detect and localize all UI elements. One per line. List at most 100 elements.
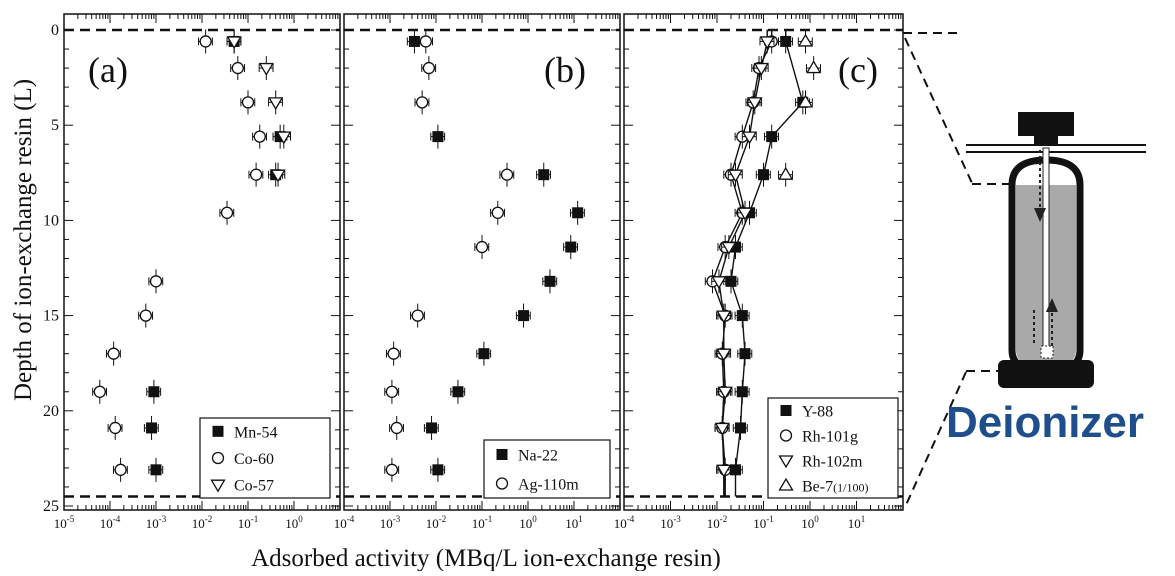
flow-up-arrowhead xyxy=(1046,298,1058,312)
data-point xyxy=(432,464,444,476)
data-point xyxy=(231,61,244,75)
legend-marker xyxy=(778,477,794,491)
y-axis-title: Depth of ion-exchange resin (L) xyxy=(10,79,37,401)
data-point xyxy=(491,206,504,219)
panel-c: 10-4 10-3 10-2 10-1 100 101 (c) Y-88 Rh-101g Rh-1… xyxy=(614,13,904,531)
data-point xyxy=(475,240,489,254)
data-point xyxy=(387,347,400,360)
data-point xyxy=(766,131,778,143)
legend-marker xyxy=(211,451,225,465)
x-tick-label: 10-2 xyxy=(192,514,213,531)
data-point xyxy=(739,348,751,360)
data-point xyxy=(146,422,158,434)
data-point xyxy=(737,207,753,221)
data-point xyxy=(416,96,429,109)
data-point xyxy=(500,168,514,181)
data-point xyxy=(385,463,399,476)
data-point xyxy=(114,463,127,476)
legend-marker xyxy=(495,477,509,490)
data-point xyxy=(759,36,775,50)
legend: Na-22 Ag-110m xyxy=(483,439,611,499)
data-point xyxy=(727,169,744,183)
data-point xyxy=(426,422,438,434)
data-point xyxy=(544,275,556,287)
y-tick-label: 10 xyxy=(43,212,59,229)
data-point xyxy=(572,207,584,219)
legend-marker xyxy=(779,429,793,442)
center-tube xyxy=(1042,147,1050,357)
data-point xyxy=(747,97,763,111)
data-point xyxy=(780,35,792,47)
legend-marker xyxy=(778,455,794,469)
legend-label: Na-22 xyxy=(518,448,558,465)
x-tick-label: 10-2 xyxy=(426,514,447,531)
data-point xyxy=(419,35,432,48)
x-tick-label: 10-3 xyxy=(380,514,401,531)
data-point xyxy=(518,310,530,322)
data-point xyxy=(734,422,746,434)
data-point xyxy=(249,168,263,181)
data-point xyxy=(270,169,286,183)
x-tick-label: 10-2 xyxy=(707,514,728,531)
panel-label: (b) xyxy=(544,50,586,90)
data-point xyxy=(716,348,732,362)
y-tick-label: 20 xyxy=(43,403,59,420)
x-tick-label: 10-1 xyxy=(472,514,493,531)
panel-b: 10-4 10-3 10-2 10-1 100 101 (b) Na-22 Ag-110m xyxy=(334,13,621,531)
data-point xyxy=(139,309,152,322)
x-tick-label: 101 xyxy=(565,514,583,531)
data-point xyxy=(385,385,399,398)
x-tick-label: 100 xyxy=(801,514,819,531)
x-tick-label: 10-1 xyxy=(238,514,259,531)
data-point xyxy=(725,275,737,287)
panel-a: 10-5 10-4 10-3 10-2 10-1 100 0 5 10 15 20 25 (a) Mn-5… xyxy=(43,13,341,531)
zoom-line-bottom-diag xyxy=(905,371,967,506)
data-point xyxy=(226,36,242,50)
x-tick-label: 100 xyxy=(285,514,303,531)
data-point xyxy=(711,276,727,290)
data-point xyxy=(806,60,822,74)
x-tick-label: 10-3 xyxy=(660,514,681,531)
x-tick-label: 10-4 xyxy=(334,514,355,531)
deionizer-base xyxy=(998,360,1094,388)
x-tick-label: 10-5 xyxy=(54,514,75,531)
x-tick-label: 10-4 xyxy=(614,514,635,531)
data-point xyxy=(241,96,255,109)
data-point xyxy=(199,35,212,48)
data-point xyxy=(741,131,758,145)
x-tick-label: 100 xyxy=(519,514,537,531)
data-point xyxy=(478,348,490,360)
data-point xyxy=(730,464,742,476)
legend-label: Rh-101g xyxy=(802,429,858,446)
y-tick-label: 15 xyxy=(43,308,59,325)
panel-label: (a) xyxy=(88,50,128,90)
x-tick-label: 10-3 xyxy=(146,514,167,531)
legend-label: Y-88 xyxy=(802,404,833,421)
zoom-line-top-diag xyxy=(904,37,973,184)
data-point xyxy=(220,206,234,219)
data-point xyxy=(716,464,732,478)
legend-label: Co-60 xyxy=(234,451,274,468)
data-point xyxy=(721,241,737,255)
flow-down-arrowhead xyxy=(1034,208,1046,222)
x-tick-label: 10-1 xyxy=(753,514,774,531)
data-point xyxy=(797,94,814,108)
legend-marker xyxy=(210,479,226,493)
panels: 10-5 10-4 10-3 10-2 10-1 100 0 5 10 15 20 25 (a) Mn-5… xyxy=(43,13,904,531)
data-point xyxy=(258,62,274,76)
collector xyxy=(1040,345,1054,359)
legend-marker xyxy=(780,405,792,416)
data-point xyxy=(150,464,162,476)
panel-label: (c) xyxy=(838,50,878,90)
legend-label: Ag-110m xyxy=(518,477,579,494)
data-point xyxy=(276,131,292,145)
data-point xyxy=(565,241,577,253)
data-point xyxy=(717,386,733,400)
data-point xyxy=(268,97,284,111)
data-point xyxy=(778,166,794,180)
deionizer-label: Deionizer xyxy=(946,398,1144,447)
data-point xyxy=(422,61,436,75)
legend-label: Be-7(1/100) xyxy=(802,479,868,496)
